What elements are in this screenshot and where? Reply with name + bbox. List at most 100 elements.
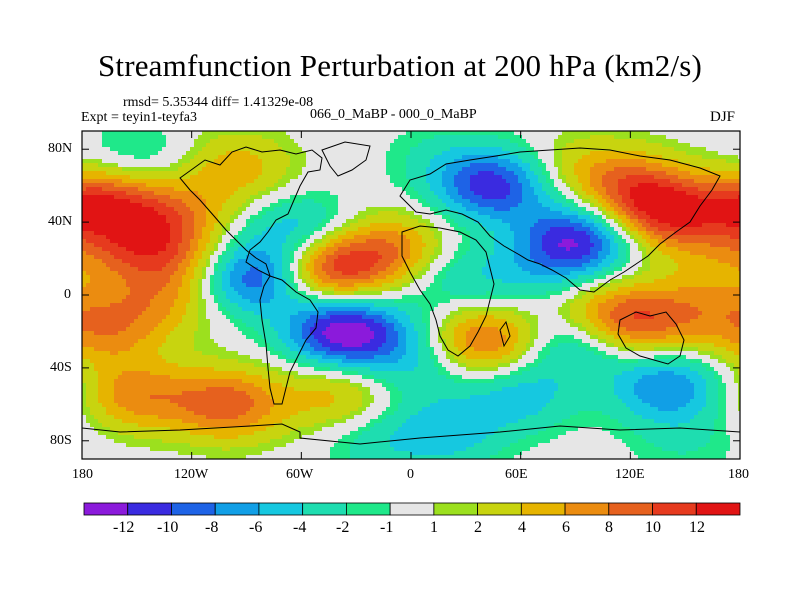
field-cell: [266, 131, 271, 136]
field-cell: [102, 431, 107, 436]
field-cell: [118, 207, 123, 212]
field-cell: [110, 343, 115, 348]
field-cell: [110, 275, 115, 280]
field-cell: [114, 175, 119, 180]
field-cell: [230, 199, 235, 204]
field-cell: [98, 251, 103, 256]
field-cell: [102, 139, 107, 144]
field-cell: [146, 187, 151, 192]
field-cell: [146, 247, 151, 252]
field-cell: [238, 287, 243, 292]
field-cell: [302, 275, 307, 280]
field-cell: [198, 279, 203, 284]
field-cell: [194, 391, 199, 396]
field-cell: [270, 287, 275, 292]
field-cell: [94, 191, 99, 196]
field-cell: [294, 287, 299, 292]
field-cell: [162, 231, 167, 236]
field-cell: [218, 295, 223, 300]
field-cell: [210, 143, 215, 148]
field-cell: [82, 227, 87, 232]
field-cell: [166, 231, 171, 236]
field-cell: [290, 139, 295, 144]
field-cell: [214, 211, 219, 216]
field-cell: [302, 323, 307, 328]
field-cell: [226, 215, 231, 220]
field-cell: [94, 175, 99, 180]
field-cell: [322, 179, 327, 184]
field-cell: [210, 455, 215, 459]
field-cell: [198, 191, 203, 196]
field-cell: [114, 179, 119, 184]
field-cell: [306, 167, 311, 172]
field-cell: [182, 283, 187, 288]
field-cell: [190, 291, 195, 296]
field-cell: [150, 131, 155, 136]
field-cell: [82, 219, 87, 224]
field-cell: [194, 215, 199, 220]
field-cell: [250, 263, 255, 268]
field-cell: [130, 139, 135, 144]
field-cell: [162, 299, 167, 304]
field-cell: [234, 151, 239, 156]
field-cell: [162, 415, 167, 420]
field-cell: [314, 339, 319, 344]
field-cell: [210, 387, 215, 392]
field-cell: [174, 307, 179, 312]
field-cell: [262, 307, 267, 312]
field-cell: [142, 151, 147, 156]
field-cell: [238, 159, 243, 164]
field-cell: [86, 207, 91, 212]
field-cell: [186, 291, 191, 296]
field-cell: [290, 395, 295, 400]
field-cell: [294, 231, 299, 236]
field-cell: [302, 407, 307, 412]
field-cell: [110, 299, 115, 304]
field-cell: [122, 147, 127, 152]
field-cell: [170, 183, 175, 188]
field-cell: [94, 199, 99, 204]
field-cell: [214, 199, 219, 204]
field-cell: [186, 375, 191, 380]
field-cell: [302, 299, 307, 304]
field-cell: [254, 147, 259, 152]
field-cell: [230, 331, 235, 336]
field-cell: [246, 443, 251, 448]
stats-line: rmsd= 5.35344 diff= 1.41329e-08: [123, 95, 314, 110]
field-cell: [298, 243, 303, 248]
field-cell: [234, 215, 239, 220]
field-cell: [126, 255, 131, 260]
field-cell: [174, 175, 179, 180]
field-cell: [310, 143, 315, 148]
field-cell: [250, 379, 255, 384]
field-cell: [246, 203, 251, 208]
field-cell: [90, 283, 95, 288]
field-cell: [210, 315, 215, 320]
field-cell: [282, 447, 287, 452]
field-cell: [134, 399, 139, 404]
field-cell: [218, 407, 223, 412]
field-cell: [186, 391, 191, 396]
field-cell: [262, 199, 267, 204]
field-cell: [190, 235, 195, 240]
field-cell: [250, 363, 255, 368]
field-cell: [210, 239, 215, 244]
field-cell: [102, 271, 107, 276]
field-cell: [134, 411, 139, 416]
field-cell: [306, 391, 311, 396]
field-cell: [238, 219, 243, 224]
field-cell: [158, 335, 163, 340]
field-cell: [266, 275, 271, 280]
field-cell: [314, 343, 319, 348]
field-cell: [286, 399, 291, 404]
field-cell: [290, 267, 295, 272]
field-cell: [166, 207, 171, 212]
field-cell: [270, 315, 275, 320]
field-cell: [138, 163, 143, 168]
field-cell: [182, 239, 187, 244]
field-cell: [190, 403, 195, 408]
field-cell: [286, 203, 291, 208]
field-cell: [214, 427, 219, 432]
field-cell: [318, 399, 323, 404]
field-cell: [246, 303, 251, 308]
